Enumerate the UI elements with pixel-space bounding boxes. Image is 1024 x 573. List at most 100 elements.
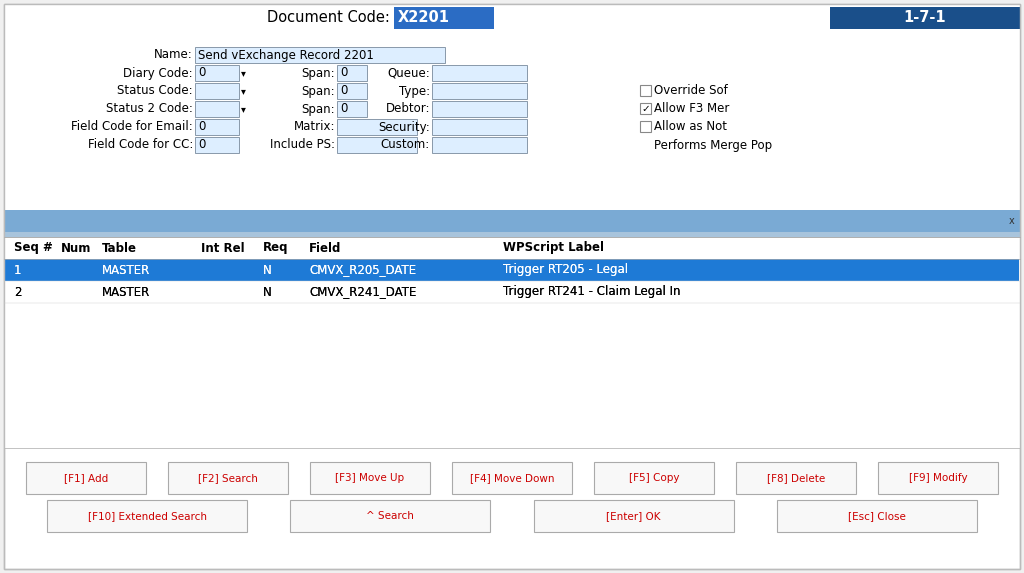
Text: 1: 1 <box>14 264 22 277</box>
Text: MASTER: MASTER <box>102 264 151 277</box>
FancyBboxPatch shape <box>310 462 430 494</box>
Text: MASTER: MASTER <box>102 285 151 299</box>
Text: Field Code for CC:: Field Code for CC: <box>88 139 193 151</box>
Text: [Enter] OK: [Enter] OK <box>606 511 660 521</box>
FancyBboxPatch shape <box>337 65 367 81</box>
Text: Allow F3 Mer: Allow F3 Mer <box>654 103 729 116</box>
Text: Override Sof: Override Sof <box>654 84 728 97</box>
Text: 0: 0 <box>198 139 206 151</box>
FancyBboxPatch shape <box>5 281 1019 303</box>
Text: ✓: ✓ <box>641 104 650 114</box>
FancyBboxPatch shape <box>337 119 417 135</box>
FancyBboxPatch shape <box>4 237 1020 448</box>
Text: Queue:: Queue: <box>387 66 430 80</box>
Text: Span:: Span: <box>301 66 335 80</box>
FancyBboxPatch shape <box>195 83 239 99</box>
FancyBboxPatch shape <box>291 500 490 532</box>
Text: Name:: Name: <box>155 49 193 61</box>
FancyBboxPatch shape <box>432 65 527 81</box>
Text: Include PS:: Include PS: <box>270 139 335 151</box>
Text: CMVX_R241_DATE: CMVX_R241_DATE <box>309 285 417 299</box>
FancyBboxPatch shape <box>777 500 977 532</box>
FancyBboxPatch shape <box>4 237 1020 259</box>
Text: 0: 0 <box>340 84 347 97</box>
FancyBboxPatch shape <box>4 4 1020 32</box>
FancyBboxPatch shape <box>432 137 527 153</box>
Text: [F5] Copy: [F5] Copy <box>629 473 679 483</box>
FancyBboxPatch shape <box>534 500 733 532</box>
Text: Security:: Security: <box>378 120 430 134</box>
FancyBboxPatch shape <box>195 65 239 81</box>
Text: Allow as Not: Allow as Not <box>654 120 727 134</box>
Text: Field Code for Email:: Field Code for Email: <box>72 120 193 134</box>
Text: [F3] Move Up: [F3] Move Up <box>336 473 404 483</box>
Text: [F2] Search: [F2] Search <box>198 473 258 483</box>
FancyBboxPatch shape <box>736 462 856 494</box>
Text: Trigger RT205 - Legal: Trigger RT205 - Legal <box>503 264 628 277</box>
Text: Req: Req <box>263 241 289 254</box>
Text: [F10] Extended Search: [F10] Extended Search <box>88 511 207 521</box>
FancyBboxPatch shape <box>4 281 1020 303</box>
Text: Status Code:: Status Code: <box>118 84 193 97</box>
Text: ^ Search: ^ Search <box>367 511 415 521</box>
Text: Send vExchange Record 2201: Send vExchange Record 2201 <box>198 49 374 61</box>
Text: 0: 0 <box>340 66 347 80</box>
FancyBboxPatch shape <box>4 210 1020 232</box>
Text: ▾: ▾ <box>241 68 246 78</box>
Text: CMVX_R205_DATE: CMVX_R205_DATE <box>309 264 416 277</box>
FancyBboxPatch shape <box>5 259 1019 281</box>
Text: 0: 0 <box>198 120 206 134</box>
Text: Trigger RT241 - Claim Legal In: Trigger RT241 - Claim Legal In <box>503 285 681 299</box>
Text: 2: 2 <box>14 285 22 299</box>
FancyBboxPatch shape <box>640 85 651 96</box>
Text: x: x <box>1009 216 1014 226</box>
Text: Diary Code:: Diary Code: <box>123 66 193 80</box>
FancyBboxPatch shape <box>640 103 651 114</box>
FancyBboxPatch shape <box>195 137 239 153</box>
Text: ▾: ▾ <box>241 86 246 96</box>
FancyBboxPatch shape <box>168 462 288 494</box>
FancyBboxPatch shape <box>878 462 998 494</box>
Text: Num: Num <box>61 241 91 254</box>
Text: Trigger RT241 - Claim Legal In: Trigger RT241 - Claim Legal In <box>503 285 681 299</box>
Text: [F4] Move Down: [F4] Move Down <box>470 473 554 483</box>
FancyBboxPatch shape <box>26 462 146 494</box>
Text: N: N <box>263 264 271 277</box>
Text: 1: 1 <box>14 264 22 277</box>
FancyBboxPatch shape <box>195 101 239 117</box>
FancyBboxPatch shape <box>195 119 239 135</box>
Text: Int Rel: Int Rel <box>201 241 245 254</box>
Text: Type:: Type: <box>399 84 430 97</box>
Text: N: N <box>263 285 271 299</box>
Text: Field: Field <box>309 241 341 254</box>
FancyBboxPatch shape <box>4 4 1020 569</box>
Text: Debtor:: Debtor: <box>385 103 430 116</box>
FancyBboxPatch shape <box>640 121 651 132</box>
Text: Performs Merge Pop: Performs Merge Pop <box>654 139 772 151</box>
FancyBboxPatch shape <box>432 101 527 117</box>
Text: Table: Table <box>102 241 137 254</box>
FancyBboxPatch shape <box>452 462 572 494</box>
Text: MASTER: MASTER <box>102 264 151 277</box>
FancyBboxPatch shape <box>195 47 445 63</box>
FancyBboxPatch shape <box>337 83 367 99</box>
Text: Span:: Span: <box>301 84 335 97</box>
FancyBboxPatch shape <box>4 32 1020 210</box>
Text: X2201: X2201 <box>398 10 450 26</box>
Text: [F1] Add: [F1] Add <box>63 473 109 483</box>
Text: ▾: ▾ <box>241 104 246 114</box>
FancyBboxPatch shape <box>47 500 247 532</box>
Text: 0: 0 <box>340 103 347 116</box>
Text: Span:: Span: <box>301 103 335 116</box>
Text: 1-7-1: 1-7-1 <box>904 10 946 26</box>
Text: [F9] Modify: [F9] Modify <box>908 473 968 483</box>
Text: Document Code:: Document Code: <box>267 10 390 26</box>
FancyBboxPatch shape <box>337 101 367 117</box>
Text: Custom:: Custom: <box>381 139 430 151</box>
Text: Seq #: Seq # <box>14 241 53 254</box>
Text: Status 2 Code:: Status 2 Code: <box>106 103 193 116</box>
Text: 0: 0 <box>198 66 206 80</box>
FancyBboxPatch shape <box>4 232 1020 237</box>
FancyBboxPatch shape <box>337 137 417 153</box>
Text: CMVX_R205_DATE: CMVX_R205_DATE <box>309 264 416 277</box>
